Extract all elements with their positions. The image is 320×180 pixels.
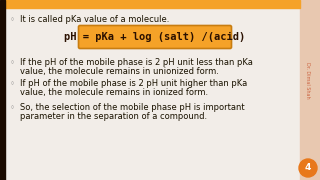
Text: If the pH of the mobile phase is 2 pH unit less than pKa: If the pH of the mobile phase is 2 pH un… <box>20 58 253 67</box>
Text: value, the molecule remains in ionized form.: value, the molecule remains in ionized f… <box>20 88 208 97</box>
Text: value, the molecule remains in unionized form.: value, the molecule remains in unionized… <box>20 67 219 76</box>
Circle shape <box>299 159 317 177</box>
Text: ◦: ◦ <box>10 103 15 112</box>
Text: 4: 4 <box>305 163 311 172</box>
Text: So, the selection of the mobile phase pH is important: So, the selection of the mobile phase pH… <box>20 103 244 112</box>
Text: It is called pKa value of a molecule.: It is called pKa value of a molecule. <box>20 15 169 24</box>
Bar <box>5 0 300 8</box>
Text: Dr. Dimal Shah: Dr. Dimal Shah <box>305 62 309 98</box>
Text: ◦: ◦ <box>10 58 15 67</box>
Bar <box>0 0 5 180</box>
Bar <box>300 0 320 180</box>
Text: ◦: ◦ <box>10 79 15 88</box>
Text: pH = pKa + log (salt) /(acid): pH = pKa + log (salt) /(acid) <box>64 32 246 42</box>
Text: parameter in the separation of a compound.: parameter in the separation of a compoun… <box>20 112 207 121</box>
Text: If pH of the mobile phase is 2 pH unit higher than pKa: If pH of the mobile phase is 2 pH unit h… <box>20 79 247 88</box>
FancyBboxPatch shape <box>78 26 231 48</box>
Text: ◦: ◦ <box>10 15 15 24</box>
